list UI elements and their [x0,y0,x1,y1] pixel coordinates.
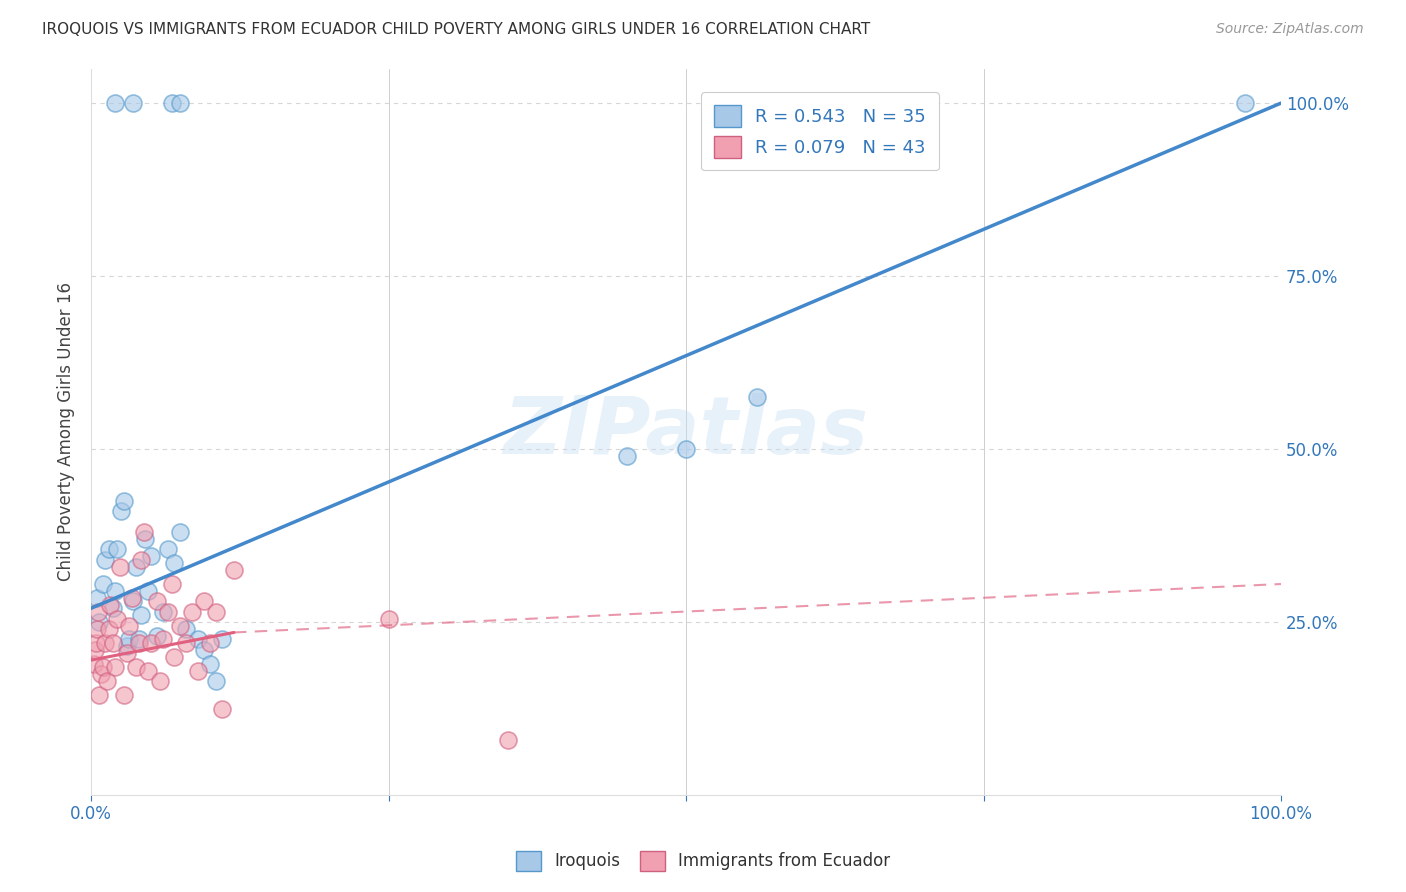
Point [105,612,128,626]
Point [181,605,204,619]
Point [176,636,198,650]
Point [496,732,519,747]
Point [198,657,221,671]
Point [205,605,228,619]
Point [104,96,127,111]
Point [193,642,215,657]
Point [136,664,159,678]
Point [169,96,191,111]
Point [98,598,121,612]
Text: IROQUOIS VS IMMIGRANTS FROM ECUADOR CHILD POVERTY AMONG GIRLS UNDER 16 CORRELATI: IROQUOIS VS IMMIGRANTS FROM ECUADOR CHIL… [42,22,870,37]
Point [136,583,159,598]
Point [132,525,155,540]
Point [104,583,127,598]
Point [94,553,117,567]
Text: Source: ZipAtlas.com: Source: ZipAtlas.com [1216,22,1364,37]
Point [114,688,136,702]
Point [104,660,127,674]
Point [187,632,209,647]
Point [114,494,136,508]
Point [187,664,209,678]
Legend: Iroquois, Immigrants from Ecuador: Iroquois, Immigrants from Ecuador [508,842,898,880]
Point [152,632,174,647]
Point [139,636,162,650]
Point [125,660,148,674]
Point [139,549,162,564]
Point [129,608,152,623]
Point [176,622,198,636]
Y-axis label: Child Poverty Among Girls Under 16: Child Poverty Among Girls Under 16 [58,282,75,582]
Point [222,563,245,577]
Point [616,449,638,463]
Point [675,442,697,456]
Point [128,632,150,647]
Point [205,673,228,688]
Point [98,542,121,557]
Point [84,636,107,650]
Point [89,615,111,629]
Point [160,577,183,591]
Point [163,649,186,664]
Point [163,556,186,570]
Point [98,622,121,636]
Point [91,577,114,591]
Point [145,594,167,608]
Point [115,640,138,654]
Point [145,629,167,643]
Point [105,542,128,557]
Point [157,542,180,557]
Point [377,612,399,626]
Point [121,594,143,608]
Point [83,657,105,671]
Point [129,553,152,567]
Point [110,504,132,518]
Point [83,642,105,657]
Point [169,618,191,632]
Legend: R = 0.543   N = 35, R = 0.079   N = 43: R = 0.543 N = 35, R = 0.079 N = 43 [702,92,939,170]
Point [87,605,110,619]
Point [86,622,108,636]
Point [91,660,114,674]
Point [121,591,143,605]
Text: ZIPatlas: ZIPatlas [503,392,869,471]
Point [747,390,769,404]
Point [89,688,111,702]
Point [125,559,148,574]
Point [160,96,183,111]
Point [94,636,117,650]
Point [152,605,174,619]
Point [128,636,150,650]
Point [96,673,118,688]
Point [90,667,112,681]
Point [118,618,141,632]
Point [115,646,138,660]
Point [198,636,221,650]
Point [108,559,131,574]
Point [86,591,108,605]
Point [211,701,233,715]
Point [157,605,180,619]
Point [169,525,191,540]
Point [118,632,141,647]
Point [121,96,143,111]
Point [149,673,172,688]
Point [134,532,156,546]
Point [1234,96,1257,111]
Point [101,601,124,615]
Point [101,636,124,650]
Point [193,594,215,608]
Point [211,632,233,647]
